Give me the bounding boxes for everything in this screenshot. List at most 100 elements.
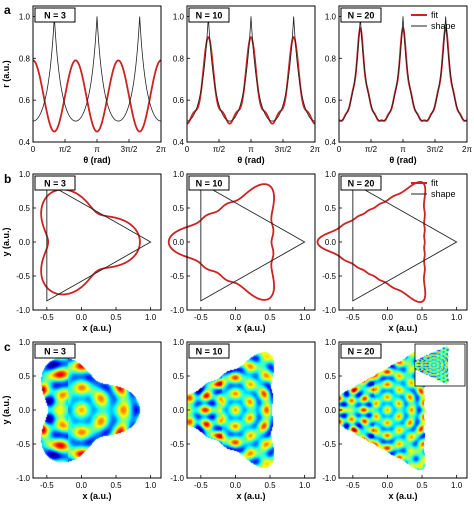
shape-line (33, 16, 161, 122)
x-tick-label: -0.5 (346, 313, 360, 322)
x-tick-label: -0.5 (194, 481, 208, 490)
x-axis-label: x (a.u.) (236, 491, 265, 501)
subplot-a-3: 0 π/2 π 3π/2 2π 0.4 0.6 0.8 1.0 θ (rad) N = 20 fits… (325, 5, 472, 165)
shape-line (339, 16, 467, 122)
legend-fit-label: fit (431, 178, 439, 188)
shape-line (352, 182, 458, 302)
fit-line (33, 59, 161, 133)
x-tick-label: 0 (185, 145, 190, 154)
y-tick-label: 0.8 (173, 54, 185, 63)
x-tick-label: 0.5 (110, 481, 122, 490)
n-label-box (188, 7, 230, 23)
y-tick-label: 1.0 (19, 12, 31, 21)
x-tick-label: -0.5 (194, 313, 208, 322)
y-tick-label: -0.5 (322, 440, 336, 449)
y-tick-label: 0.6 (173, 96, 185, 105)
heatmap-image (187, 342, 315, 478)
x-tick-label: 0 (337, 145, 342, 154)
x-tick-label: 0.5 (110, 313, 122, 322)
y-tick-label: 1.0 (19, 338, 31, 347)
n-label: N = 3 (44, 11, 66, 21)
y-tick-label: -1.0 (170, 474, 184, 483)
x-tick-label: π (94, 145, 100, 154)
x-tick-label: 3π/2 (275, 145, 292, 154)
x-tick-label: -0.5 (40, 313, 54, 322)
plot-frame (186, 173, 316, 311)
inset-heatmap (415, 344, 465, 386)
x-tick-label: 1.0 (145, 313, 157, 322)
y-tick-label: -0.5 (170, 272, 184, 281)
panel-label-c: c (4, 340, 11, 354)
x-tick-label: 0.0 (76, 313, 88, 322)
subplot-c-3: -0.5 0.0 0.5 1.0 -1.0 -0.5 0.0 0.5 1.0 x (a.u.) N … (322, 338, 468, 501)
y-tick-label: 1.0 (325, 338, 337, 347)
x-tick-label: 1.0 (451, 313, 463, 322)
x-tick-label: 0.0 (230, 313, 242, 322)
x-axis-label: x (a.u.) (388, 323, 417, 333)
subplot-a-2: 0 π/2 π 3π/2 2π 0.4 0.6 0.8 1.0 θ (rad) N = 10 (173, 5, 320, 165)
y-tick-label: 1.0 (173, 338, 185, 347)
panel-label-a: a (4, 3, 11, 17)
x-axis-label: x (a.u.) (236, 323, 265, 333)
x-tick-label: 0.0 (382, 313, 394, 322)
y-tick-label: 0.0 (19, 238, 31, 247)
y-tick-label: 0.6 (325, 96, 337, 105)
x-tick-label: 0.5 (264, 481, 276, 490)
y-tick-label: -1.0 (322, 474, 336, 483)
y-tick-label: -0.5 (16, 440, 30, 449)
x-tick-label: 0.0 (230, 481, 242, 490)
legend-shape-label: shape (431, 189, 456, 199)
n-label: N = 10 (196, 179, 223, 189)
subplot-b-2: -0.5 0.0 0.5 1.0 -1.0 -0.5 0.0 0.5 1.0 x (a.u.) N … (167, 170, 316, 333)
n-label-box (340, 343, 382, 359)
plot-frame (186, 5, 316, 143)
x-tick-label: 0 (31, 145, 36, 154)
n-label-box (34, 7, 76, 23)
x-axis-label: θ (rad) (237, 155, 264, 165)
y-tick-label: 1.0 (325, 12, 337, 21)
y-tick-label: -0.5 (16, 272, 30, 281)
x-axis-label: x (a.u.) (82, 323, 111, 333)
x-tick-label: 2π (156, 145, 166, 154)
n-label: N = 20 (348, 11, 375, 21)
y-tick-label: -0.5 (170, 440, 184, 449)
x-axis-label: x (a.u.) (82, 491, 111, 501)
n-label: N = 20 (348, 179, 375, 189)
y-tick-label: -0.5 (322, 272, 336, 281)
n-label: N = 3 (44, 347, 66, 357)
y-tick-label: 0.8 (19, 54, 31, 63)
n-label-box (34, 343, 76, 359)
heatmap-image (33, 342, 161, 478)
y-axis-label: y (a.u.) (1, 227, 11, 256)
y-tick-label: -1.0 (170, 306, 184, 315)
x-tick-label: 1.0 (299, 481, 311, 490)
fit-line (167, 183, 275, 301)
x-tick-label: 1.0 (299, 313, 311, 322)
n-label: N = 10 (196, 11, 223, 21)
y-tick-label: -1.0 (16, 306, 30, 315)
fit-line (187, 36, 315, 125)
legend-fit-label: fit (431, 10, 439, 20)
x-tick-label: -0.5 (346, 481, 360, 490)
n-label: N = 10 (196, 347, 223, 357)
fit-line (40, 188, 141, 296)
x-tick-label: π/2 (59, 145, 72, 154)
x-tick-label: π/2 (213, 145, 226, 154)
x-tick-label: 0.0 (382, 481, 394, 490)
y-tick-label: 0.5 (173, 204, 185, 213)
x-tick-label: 0.5 (416, 481, 428, 490)
n-label-box (340, 7, 382, 23)
n-label-box (340, 175, 382, 191)
n-label-box (188, 175, 230, 191)
x-axis-label: θ (rad) (389, 155, 416, 165)
x-tick-label: π (400, 145, 406, 154)
y-axis-label: r (a.u.) (1, 60, 11, 88)
subplot-c-1: -0.5 0.0 0.5 1.0 -1.0 -0.5 0.0 0.5 1.0 x (a.u.) y … (1, 338, 162, 501)
y-axis-label: y (a.u.) (1, 395, 11, 424)
x-tick-label: 3π/2 (121, 145, 138, 154)
y-tick-label: 0.5 (19, 204, 31, 213)
legend-shape-label: shape (431, 21, 456, 31)
y-tick-label: 0.5 (173, 372, 185, 381)
y-tick-label: 0.8 (325, 54, 337, 63)
